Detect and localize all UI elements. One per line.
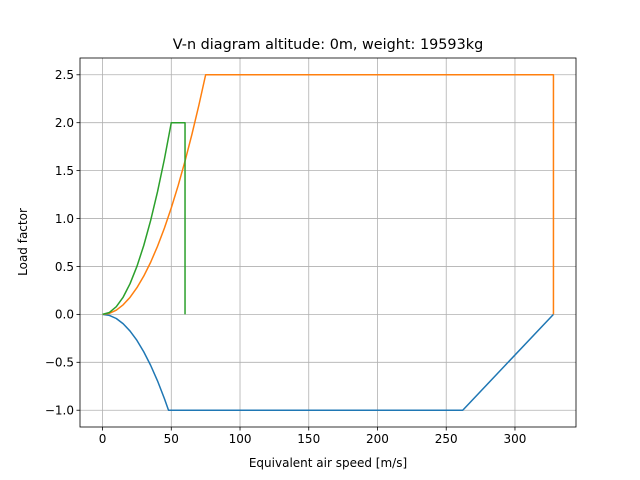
series-line-1 (102, 313, 554, 411)
x-axis-label: Equivalent air speed [m/s] (249, 456, 407, 470)
y-tick-label: −0.5 (45, 356, 74, 370)
x-tick-label: 200 (366, 432, 389, 446)
y-tick-label: 0.5 (55, 260, 74, 274)
y-axis-ticks: −1.0 −0.5 0.0 0.5 1.0 1.5 2.0 2.5 (45, 68, 80, 418)
series-lines (102, 74, 555, 411)
y-tick-label: 0.0 (55, 308, 74, 322)
y-tick-label: −1.0 (45, 404, 74, 418)
x-tick-label: 150 (297, 432, 320, 446)
x-tick-label: 250 (435, 432, 458, 446)
x-tick-label: 100 (229, 432, 252, 446)
x-tick-label: 300 (504, 432, 527, 446)
y-axis-label: Load factor (16, 208, 30, 276)
grid-lines (80, 58, 576, 427)
y-tick-label: 1.0 (55, 212, 74, 226)
x-tick-label: 50 (164, 432, 179, 446)
y-tick-label: 2.0 (55, 116, 74, 130)
series-line-3 (102, 121, 186, 316)
y-tick-label: 1.5 (55, 164, 74, 178)
chart-title: V-n diagram altitude: 0m, weight: 19593k… (173, 37, 483, 53)
x-axis-ticks: 0 50 100 150 200 250 300 (99, 427, 527, 446)
axes-frame (79, 57, 577, 428)
x-tick-label: 0 (99, 432, 107, 446)
y-tick-label: 2.5 (55, 68, 74, 82)
series-line-2 (102, 74, 555, 316)
